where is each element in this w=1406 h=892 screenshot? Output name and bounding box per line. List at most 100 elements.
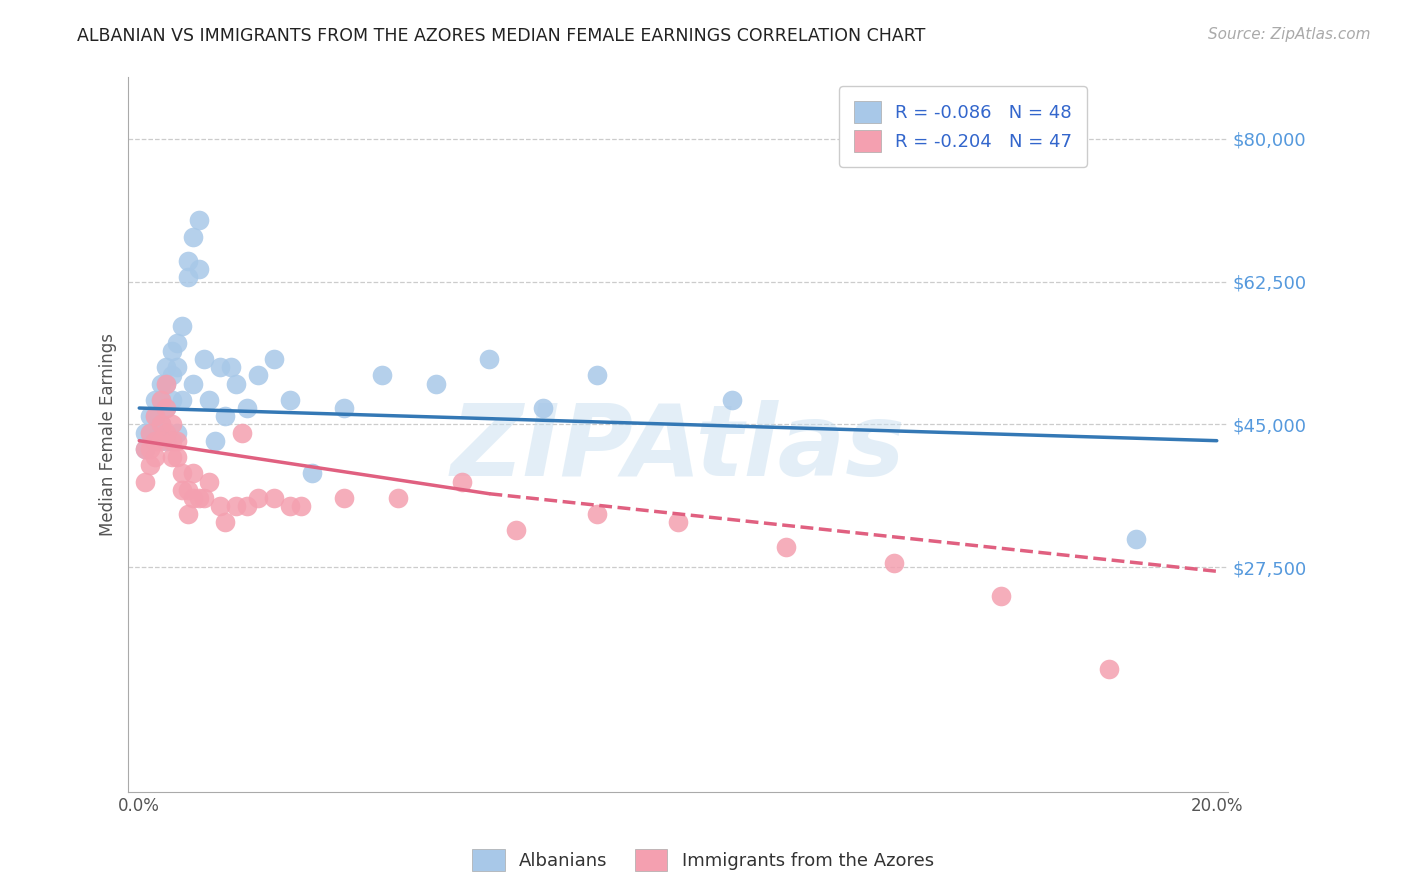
Point bbox=[155, 401, 177, 415]
Point bbox=[214, 409, 236, 424]
Point bbox=[139, 425, 162, 440]
Point bbox=[149, 417, 172, 432]
Point bbox=[160, 417, 183, 432]
Point bbox=[236, 401, 259, 415]
Point bbox=[166, 360, 188, 375]
Point bbox=[263, 352, 285, 367]
Point bbox=[172, 319, 194, 334]
Point bbox=[721, 392, 744, 407]
Point bbox=[425, 376, 447, 391]
Point bbox=[145, 450, 167, 464]
Point bbox=[198, 392, 221, 407]
Point bbox=[166, 450, 188, 464]
Point bbox=[145, 434, 167, 448]
Point bbox=[149, 417, 172, 432]
Point bbox=[181, 229, 204, 244]
Point bbox=[181, 491, 204, 505]
Point bbox=[209, 360, 232, 375]
Point bbox=[145, 409, 167, 424]
Point bbox=[263, 491, 285, 505]
Point bbox=[160, 450, 183, 464]
Point bbox=[181, 376, 204, 391]
Point bbox=[134, 475, 156, 489]
Point bbox=[531, 401, 554, 415]
Point bbox=[451, 475, 474, 489]
Point bbox=[134, 442, 156, 456]
Point bbox=[193, 352, 215, 367]
Point bbox=[666, 516, 689, 530]
Point bbox=[149, 376, 172, 391]
Point bbox=[166, 434, 188, 448]
Text: Source: ZipAtlas.com: Source: ZipAtlas.com bbox=[1208, 27, 1371, 42]
Point bbox=[160, 434, 183, 448]
Point bbox=[246, 491, 269, 505]
Point bbox=[209, 499, 232, 513]
Point bbox=[177, 483, 200, 497]
Point bbox=[145, 392, 167, 407]
Point bbox=[586, 507, 609, 521]
Point bbox=[387, 491, 409, 505]
Point bbox=[166, 425, 188, 440]
Point bbox=[149, 434, 172, 448]
Y-axis label: Median Female Earnings: Median Female Earnings bbox=[100, 333, 117, 536]
Point bbox=[290, 499, 312, 513]
Point bbox=[172, 483, 194, 497]
Point bbox=[160, 392, 183, 407]
Point bbox=[177, 254, 200, 268]
Point bbox=[225, 376, 247, 391]
Point bbox=[149, 392, 172, 407]
Point bbox=[155, 434, 177, 448]
Point bbox=[177, 507, 200, 521]
Text: ZIPAtlas: ZIPAtlas bbox=[451, 401, 905, 498]
Point bbox=[214, 516, 236, 530]
Point bbox=[155, 401, 177, 415]
Point bbox=[172, 467, 194, 481]
Point bbox=[882, 556, 904, 570]
Point bbox=[155, 376, 177, 391]
Text: ALBANIAN VS IMMIGRANTS FROM THE AZORES MEDIAN FEMALE EARNINGS CORRELATION CHART: ALBANIAN VS IMMIGRANTS FROM THE AZORES M… bbox=[77, 27, 925, 45]
Point bbox=[155, 376, 177, 391]
Point bbox=[478, 352, 501, 367]
Point bbox=[134, 425, 156, 440]
Point bbox=[198, 475, 221, 489]
Point bbox=[236, 499, 259, 513]
Legend: Albanians, Immigrants from the Azores: Albanians, Immigrants from the Azores bbox=[465, 842, 941, 879]
Point bbox=[1125, 532, 1147, 546]
Point bbox=[204, 434, 226, 448]
Point bbox=[160, 368, 183, 383]
Point bbox=[193, 491, 215, 505]
Point bbox=[166, 335, 188, 350]
Point bbox=[505, 524, 527, 538]
Point bbox=[139, 458, 162, 473]
Point bbox=[187, 262, 209, 277]
Point bbox=[219, 360, 242, 375]
Point bbox=[225, 499, 247, 513]
Point bbox=[155, 360, 177, 375]
Point bbox=[145, 409, 167, 424]
Legend: R = -0.086   N = 48, R = -0.204   N = 47: R = -0.086 N = 48, R = -0.204 N = 47 bbox=[839, 87, 1087, 167]
Point bbox=[586, 368, 609, 383]
Point bbox=[990, 589, 1012, 603]
Point bbox=[181, 467, 204, 481]
Point bbox=[149, 392, 172, 407]
Point bbox=[246, 368, 269, 383]
Point bbox=[187, 213, 209, 227]
Point bbox=[139, 442, 162, 456]
Point bbox=[301, 467, 323, 481]
Point bbox=[139, 425, 162, 440]
Point bbox=[231, 425, 253, 440]
Point bbox=[139, 409, 162, 424]
Point bbox=[145, 425, 167, 440]
Point bbox=[333, 401, 356, 415]
Point bbox=[775, 540, 797, 554]
Point bbox=[370, 368, 392, 383]
Point bbox=[278, 499, 301, 513]
Point bbox=[187, 491, 209, 505]
Point bbox=[134, 442, 156, 456]
Point bbox=[278, 392, 301, 407]
Point bbox=[1098, 662, 1121, 676]
Point bbox=[177, 270, 200, 285]
Point bbox=[160, 343, 183, 358]
Point bbox=[333, 491, 356, 505]
Point bbox=[155, 425, 177, 440]
